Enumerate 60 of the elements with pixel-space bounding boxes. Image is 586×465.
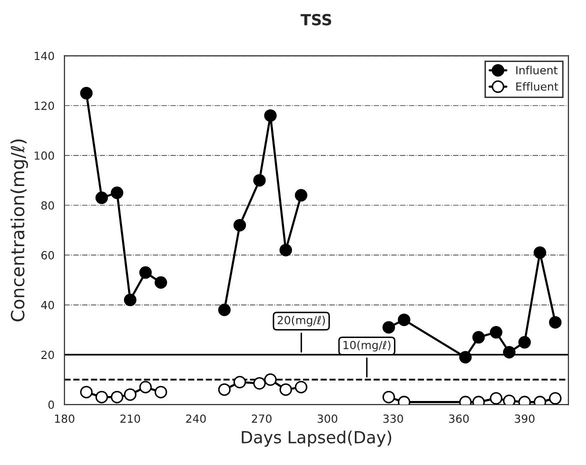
point	[264, 109, 277, 122]
point	[264, 373, 277, 386]
point	[382, 321, 395, 334]
chart-title: TSS	[300, 14, 332, 26]
y-axis-title: Concentration(mg/ℓ)	[10, 140, 28, 322]
x-tick-label: 300	[318, 414, 338, 423]
point	[80, 86, 93, 100]
point	[459, 350, 472, 364]
point	[490, 326, 502, 339]
point	[382, 390, 395, 404]
x-axis-title: Days Lapsed(Day)	[242, 430, 392, 447]
point	[280, 383, 292, 396]
ref-line-label: 20(mg/ℓ)	[278, 316, 325, 326]
y-tick-label: 20	[41, 350, 54, 360]
point	[280, 244, 292, 256]
x-tick-label: 180	[55, 414, 74, 423]
y-tick-label: 80	[41, 201, 54, 210]
x-tick-label: 270	[252, 414, 272, 423]
y-tick-label: 100	[34, 151, 54, 160]
point	[234, 376, 246, 388]
point	[294, 189, 308, 202]
y-tick-label: 140	[34, 52, 54, 60]
point	[490, 392, 502, 405]
point	[253, 174, 266, 187]
y-tick-label: 0	[48, 400, 54, 409]
x-tick-label: 210	[120, 414, 140, 423]
x-tick-label: 330	[383, 414, 403, 423]
point	[80, 386, 93, 398]
point	[503, 394, 516, 405]
point	[294, 380, 308, 394]
point	[503, 346, 516, 358]
point	[398, 314, 410, 326]
ref-line-label: 10(mg/ℓ)	[344, 340, 390, 352]
legend-label: Influent	[516, 66, 558, 74]
legend-label: Effluent	[516, 82, 558, 91]
point	[154, 386, 168, 398]
point	[110, 186, 124, 200]
point	[124, 388, 136, 401]
point	[110, 390, 124, 404]
x-tick-label: 240	[186, 414, 206, 423]
point	[234, 218, 246, 232]
point	[139, 380, 152, 394]
point	[154, 276, 168, 289]
point	[518, 336, 531, 349]
y-tick-label: 60	[41, 251, 54, 260]
point	[472, 331, 485, 344]
point	[218, 383, 231, 396]
x-tick-label: 390	[514, 414, 534, 423]
point	[253, 377, 266, 390]
y-tick-label: 120	[34, 102, 54, 110]
point	[95, 192, 108, 204]
point	[549, 392, 562, 405]
point	[218, 304, 231, 316]
y-tick-label: 40	[41, 300, 54, 310]
point	[124, 294, 136, 306]
point	[95, 390, 108, 404]
point	[534, 246, 546, 259]
point	[139, 266, 152, 279]
point	[549, 316, 562, 329]
x-tick-label: 360	[449, 414, 469, 423]
